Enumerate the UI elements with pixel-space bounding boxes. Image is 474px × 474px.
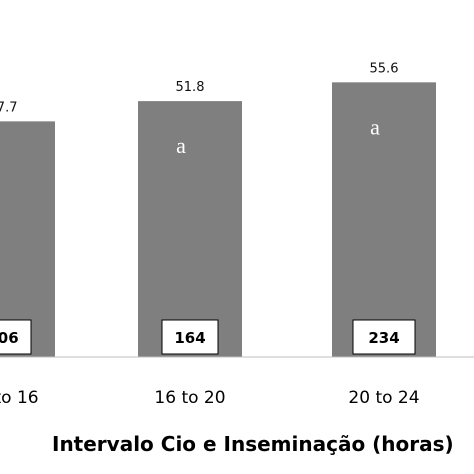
bar-value-label-3: 55.6	[370, 61, 399, 76]
count-box-1	[0, 319, 32, 355]
x-tick-label-3: 20 to 24	[348, 388, 419, 408]
count-label-1: 106	[0, 329, 19, 347]
x-axis-title: Intervalo Cio e Inseminação (horas)	[52, 432, 454, 456]
significance-letter-3: a	[370, 114, 380, 139]
count-box-3	[352, 319, 416, 355]
significance-letter-2: a	[176, 133, 186, 158]
count-label-2: 164	[174, 329, 205, 347]
bar-1	[0, 121, 55, 357]
x-tick-label-2: 16 to 20	[154, 388, 225, 408]
count-label-3: 234	[368, 329, 399, 347]
bar-value-label-2: 51.8	[176, 80, 205, 95]
bars-layer	[0, 82, 436, 357]
x-tick-label-1: 12 to 16	[0, 388, 39, 408]
count-box-2	[161, 319, 219, 355]
bar-value-label-1: 47.7	[0, 100, 17, 115]
bar-3	[332, 82, 436, 357]
bar-2	[138, 101, 242, 357]
